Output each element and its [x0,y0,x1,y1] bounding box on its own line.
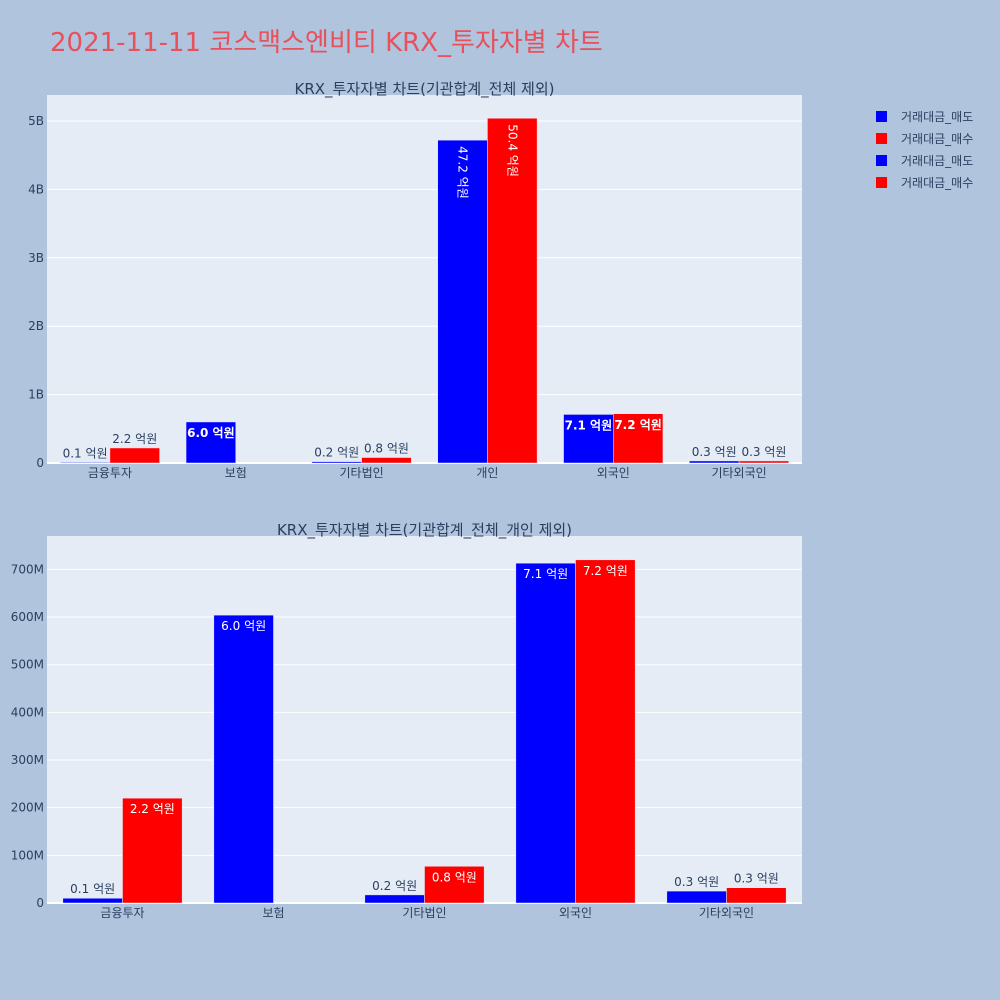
x-tick-label: 개인 [476,466,498,480]
bar [487,118,538,464]
bar [62,897,123,904]
y-tick-label: 100M [11,848,44,862]
data-label: 0.3 억원 [692,445,737,459]
x-tick-label: 보험 [225,466,247,480]
x-tick-label: 기타외국인 [699,906,754,920]
bar [213,614,274,904]
legend-label: 거래대금_매수 [901,131,974,146]
bar [437,139,488,464]
data-label: 2.2 억원 [112,432,157,446]
bar [311,461,362,464]
bar [515,562,576,904]
x-tick-label: 외국인 [559,906,592,920]
bar [361,457,412,464]
legend-item[interactable]: 거래대금_매도 [876,149,973,171]
y-tick-label: 0 [36,896,44,910]
bar [689,460,740,464]
bar [59,462,111,464]
data-label: 0.3 억원 [741,445,786,459]
data-label: 0.3 억원 [734,872,779,886]
data-label: 6.0 억원 [187,426,235,440]
bar [575,559,636,904]
x-tick-label: 금융투자 [100,906,144,920]
data-label: 0.1 억원 [70,882,115,896]
legend-item[interactable]: 거래대금_매수 [876,171,973,193]
y-tick-label: 500M [11,658,44,672]
y-tick-label: 1B [28,388,44,402]
legend-swatch [876,132,887,144]
x-tick-label: 금융투자 [88,466,132,480]
x-tick-label: 외국인 [597,466,630,480]
plot-area [47,95,802,463]
bar [563,414,614,464]
bar [122,797,183,904]
data-label: 6.0 억원 [221,619,266,633]
data-label: 47.2 억원 [456,146,470,199]
chart-title: KRX_투자자별 차트(기관합계_전체_개인 제외) [277,521,572,540]
bar [109,447,160,464]
bar [613,413,664,464]
y-tick-label: 200M [11,801,44,815]
legend-label: 거래대금_매도 [901,109,974,124]
bar [666,890,727,904]
legend-swatch [876,154,887,166]
y-tick-label: 5B [28,114,44,128]
y-tick-label: 700M [11,562,44,576]
data-label: 7.1 억원 [565,418,613,432]
chart-title: KRX_투자자별 차트(기관합계_전체 제외) [295,80,555,99]
data-label: 0.2 억원 [314,446,359,460]
legend-label: 거래대금_매수 [901,175,974,190]
data-label: 0.2 억원 [372,879,417,893]
legend-swatch [876,110,887,122]
bar [726,887,787,904]
data-label: 7.1 억원 [523,567,568,581]
data-label: 0.8 억원 [364,442,409,456]
data-label: 0.3 억원 [674,875,719,889]
y-tick-label: 400M [11,705,44,719]
bar [424,866,485,904]
data-label: 0.1 억원 [63,446,108,460]
bar [185,421,237,464]
data-label: 0.8 억원 [432,870,477,884]
x-tick-label: 기타법인 [339,466,383,480]
y-tick-label: 4B [28,182,44,196]
x-tick-label: 보험 [262,906,284,920]
legend-item[interactable]: 거래대금_매수 [876,127,973,149]
data-label: 50.4 억원 [505,124,519,177]
x-tick-label: 기타법인 [402,906,446,920]
y-tick-label: 2B [28,319,44,333]
page-title: 2021-11-11 코스맥스엔비티 KRX_투자자별 차트 [50,28,603,58]
y-tick-label: 300M [11,753,44,767]
y-tick-label: 0 [36,456,44,470]
x-tick-label: 기타외국인 [711,466,766,480]
data-label: 7.2 억원 [583,564,628,578]
bar [364,894,425,904]
y-tick-label: 600M [11,610,44,624]
data-label: 2.2 억원 [130,802,175,816]
legend[interactable]: 거래대금_매도 거래대금_매수 거래대금_매도 거래대금_매수 [876,105,973,193]
bar [738,460,790,464]
legend-label: 거래대금_매도 [901,153,974,168]
y-tick-label: 3B [28,251,44,265]
legend-swatch [876,176,887,188]
legend-item[interactable]: 거래대금_매도 [876,105,973,127]
data-label: 7.2 억원 [614,418,662,432]
